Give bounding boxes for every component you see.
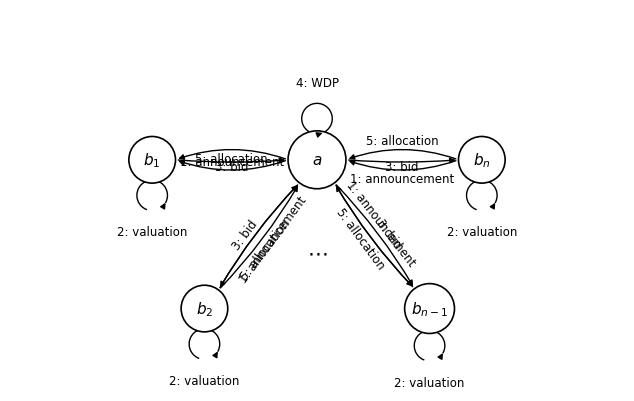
Circle shape — [404, 284, 455, 334]
FancyArrowPatch shape — [220, 186, 297, 288]
Text: 5: allocation: 5: allocation — [333, 206, 387, 271]
FancyArrowPatch shape — [337, 187, 413, 287]
Text: $\cdots$: $\cdots$ — [307, 243, 327, 263]
Text: $b_{n-1}$: $b_{n-1}$ — [411, 300, 448, 318]
Text: 1: announcement: 1: announcement — [237, 193, 309, 285]
Text: $b_1$: $b_1$ — [143, 151, 161, 170]
FancyArrowPatch shape — [350, 161, 456, 171]
Text: 5: allocation: 5: allocation — [238, 217, 292, 283]
FancyArrowPatch shape — [178, 159, 284, 163]
FancyArrowPatch shape — [179, 161, 285, 171]
Text: 3: bid: 3: bid — [230, 217, 260, 252]
FancyArrowPatch shape — [349, 159, 454, 163]
Text: 3: bid: 3: bid — [373, 217, 404, 251]
Text: 2: valuation: 2: valuation — [394, 376, 465, 389]
Text: $b_2$: $b_2$ — [196, 300, 213, 318]
FancyArrowPatch shape — [336, 186, 411, 286]
FancyArrowPatch shape — [221, 185, 297, 286]
Text: 3: bid: 3: bid — [215, 160, 249, 174]
Text: 5: allocation: 5: allocation — [366, 135, 439, 148]
FancyArrowPatch shape — [179, 150, 285, 160]
Circle shape — [129, 137, 176, 184]
Text: 5: allocation: 5: allocation — [195, 153, 268, 166]
Circle shape — [181, 286, 228, 332]
Text: 1: announcement: 1: announcement — [350, 173, 455, 186]
Circle shape — [458, 137, 505, 184]
Text: 1: announcement: 1: announcement — [179, 155, 284, 168]
Text: 2: valuation: 2: valuation — [117, 226, 188, 239]
Text: 2: valuation: 2: valuation — [446, 226, 517, 239]
FancyArrowPatch shape — [350, 150, 456, 160]
Text: 1: announcement: 1: announcement — [344, 178, 418, 268]
Text: 2: valuation: 2: valuation — [169, 374, 240, 387]
Circle shape — [288, 132, 346, 189]
FancyArrowPatch shape — [221, 187, 297, 288]
Text: 4: WDP: 4: WDP — [295, 77, 339, 89]
FancyArrowPatch shape — [337, 185, 412, 285]
Text: 3: bid: 3: bid — [385, 160, 419, 174]
Text: $a$: $a$ — [312, 153, 322, 168]
Text: $b_n$: $b_n$ — [473, 151, 491, 170]
